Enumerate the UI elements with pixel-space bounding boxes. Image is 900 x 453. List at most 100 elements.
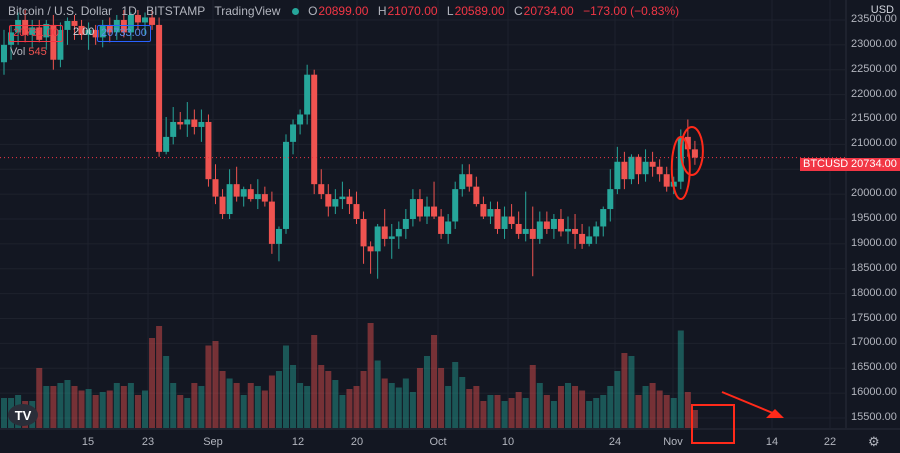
price-tick-label: 17000.00 <box>851 336 897 349</box>
price-tick-label: 21500.00 <box>851 112 897 125</box>
candle-body <box>233 184 240 197</box>
currency-label[interactable]: USD <box>870 4 894 16</box>
price-tick-label: 18000.00 <box>851 286 897 299</box>
volume-bar <box>572 386 579 428</box>
candle-body <box>395 228 402 237</box>
candle-body <box>15 19 22 33</box>
volume-bar <box>290 365 297 428</box>
candle-body <box>438 216 445 234</box>
candle-body <box>508 216 515 224</box>
time-tick-label: 10 <box>501 436 515 448</box>
volume-bar <box>198 386 205 428</box>
volume-bar <box>268 375 275 428</box>
candle-body <box>1 44 7 63</box>
volume-bar <box>134 395 141 428</box>
candle-body <box>621 161 628 180</box>
candle-body <box>275 228 282 244</box>
volume-bar <box>177 395 184 428</box>
candle-body <box>85 29 92 35</box>
candle-body <box>113 19 120 33</box>
time-tick-label: Sep <box>203 436 223 448</box>
candle-body <box>219 196 226 215</box>
candle-body <box>593 226 600 237</box>
gear-icon[interactable]: ⚙ <box>868 434 880 449</box>
volume-bar <box>332 380 339 428</box>
volume-bar <box>586 401 593 428</box>
candle-body <box>487 209 494 217</box>
price-tick-label: 23000.00 <box>851 37 897 50</box>
candle-body <box>480 204 487 217</box>
price-tick-label: 15500.00 <box>851 411 897 424</box>
volume-bar <box>536 383 543 428</box>
volume-bar <box>409 392 416 428</box>
tradingview-logo-icon[interactable]: TV <box>8 404 38 426</box>
candle-body <box>290 124 297 142</box>
candle-body <box>600 209 607 227</box>
price-tick-label: 19500.00 <box>851 212 897 224</box>
low-value: 20589.00 <box>454 4 505 18</box>
volume-bar <box>438 368 445 428</box>
time-tick-label: Nov <box>663 436 683 448</box>
volume-bar <box>113 383 120 428</box>
time-tick-label: 14 <box>765 436 779 448</box>
volume-bar <box>78 390 85 428</box>
source-label: TradingView <box>214 4 281 18</box>
volume-bar <box>452 362 459 428</box>
candle-body <box>325 194 332 207</box>
volume-bar <box>663 395 670 428</box>
time-tick-label: 20 <box>350 436 364 448</box>
candle-body <box>409 199 416 219</box>
volume-bar <box>431 335 438 428</box>
buy-button[interactable]: 20733.00 <box>97 25 151 42</box>
candle-body <box>473 186 480 205</box>
volume-bar <box>219 371 226 428</box>
volume-bar <box>297 383 304 428</box>
volume-bar <box>170 383 177 428</box>
volume-bar <box>557 386 564 428</box>
candle-body <box>656 166 663 175</box>
volume-bar <box>607 386 614 428</box>
candle-body <box>99 24 106 38</box>
candle-body <box>424 206 430 217</box>
candle-body <box>120 19 127 33</box>
close-value: 20734.00 <box>523 4 574 18</box>
volume-bar <box>64 380 71 428</box>
high-value: 21070.00 <box>387 4 438 18</box>
candle-body <box>92 29 99 38</box>
candle-body <box>374 226 381 252</box>
symbol-name[interactable]: Bitcoin / U.S. Dollar <box>8 4 113 18</box>
volume-bar <box>508 398 515 428</box>
interval-label[interactable]: 1D <box>121 4 137 18</box>
market-status-icon <box>291 8 299 16</box>
candle-body <box>78 25 85 35</box>
candle-body <box>184 119 191 125</box>
candle-body <box>628 156 635 180</box>
price-tick-label: 16000.00 <box>851 386 897 399</box>
candle-body <box>388 236 395 239</box>
candle-body <box>381 226 388 239</box>
candle-body <box>177 121 184 125</box>
price-tick-label: 23500.00 <box>851 12 897 25</box>
spread-value: 2.00 <box>73 26 95 38</box>
volume-bar <box>318 365 325 428</box>
volume-bar <box>367 323 374 428</box>
volume-bar <box>205 345 212 428</box>
volume-bar <box>184 398 191 428</box>
open-key: O <box>308 4 318 18</box>
volume-bar <box>92 395 99 428</box>
volume-bar <box>445 386 452 428</box>
candle-body <box>57 29 64 60</box>
candle-body <box>501 216 508 229</box>
sell-button[interactable]: 20731.00 <box>9 25 63 42</box>
candle-body <box>565 228 571 232</box>
candle-body <box>402 219 409 229</box>
candle-body <box>304 74 311 115</box>
volume-bar <box>254 386 261 428</box>
price-tick-label: 22000.00 <box>851 87 897 100</box>
candle-body <box>353 204 360 219</box>
candle-body <box>240 189 247 197</box>
candle-body <box>452 189 459 222</box>
candle-body <box>170 121 177 137</box>
